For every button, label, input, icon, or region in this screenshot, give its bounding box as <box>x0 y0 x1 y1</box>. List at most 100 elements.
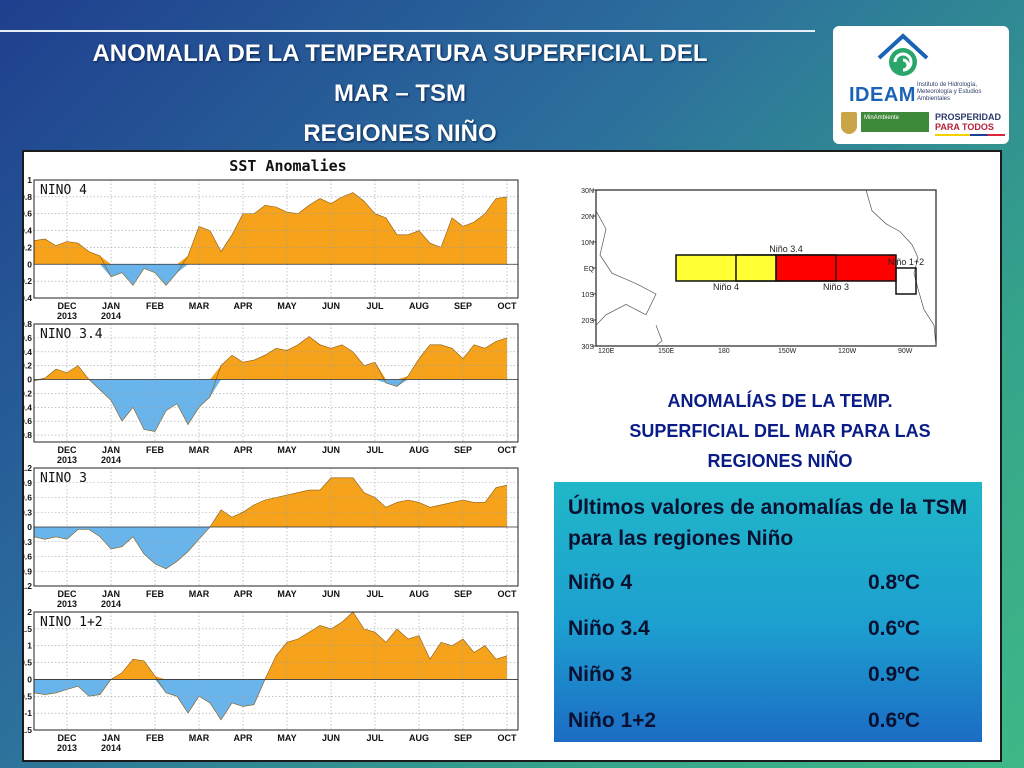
prosperidad-logo: PROSPERIDAD PARA TODOS <box>935 112 1005 132</box>
y-tick-label: 2 <box>27 607 32 617</box>
chart-title: SST Anomalies <box>229 157 346 175</box>
x-tick-label: FEB <box>146 589 165 599</box>
x-tick-label: JUL <box>366 733 384 743</box>
y-tick-label: -1.5 <box>24 725 32 735</box>
plot-frame <box>33 323 519 443</box>
anomaly-series-line <box>33 611 508 721</box>
x-tick-label: JAN <box>102 301 120 311</box>
region-label: Niño 4 <box>713 282 739 292</box>
negative-anomaly-area <box>34 527 507 569</box>
y-tick-label: -0.3 <box>24 537 32 547</box>
x-tick-label: OCT <box>498 589 518 599</box>
y-tick-label: -1 <box>24 708 32 718</box>
sst-anomalies-charts: SST Anomalies10.80.60.40.20-0.2-0.4DEC20… <box>24 157 519 753</box>
x-tick-label: DEC <box>57 445 77 455</box>
x-tick-label: JUN <box>322 733 340 743</box>
x-tick-label: MAY <box>277 589 296 599</box>
y-tick-label: -0.2 <box>24 388 32 398</box>
x-tick-label: SEP <box>454 589 472 599</box>
x-tick-label: SEP <box>454 733 472 743</box>
latest-values-heading: Últimos valores de anomalías de la TSM p… <box>568 496 968 550</box>
value-row-value: 0.6ºC <box>868 617 921 640</box>
y-tick-label: 0.6 <box>24 333 32 343</box>
negative-anomaly-area <box>34 679 507 720</box>
region-label: Niño 1+2 <box>888 257 924 267</box>
lat-label: 30S <box>582 344 595 351</box>
lat-label: 20N <box>581 214 594 221</box>
x-tick-year-label: 2014 <box>101 599 121 609</box>
y-tick-label: 0 <box>27 674 32 684</box>
x-tick-label: JUN <box>322 589 340 599</box>
latest-values-list: Niño 4 0.8ºC Niño 3.4 0.6ºC Niño 3 0.9ºC… <box>568 560 968 744</box>
value-row-value: 0.8ºC <box>868 571 921 594</box>
y-tick-label: 1.2 <box>24 463 32 473</box>
anomalies-title-line-2: SUPERFICIAL DEL MAR PARA LAS <box>629 421 931 441</box>
value-row-value: 0.6ºC <box>868 709 921 732</box>
ideam-subtitle: Instituto de Hidrología, Meteorología y … <box>917 82 982 102</box>
x-tick-year-label: 2014 <box>101 743 121 753</box>
x-tick-year-label: 2013 <box>57 455 77 465</box>
x-tick-label: SEP <box>454 301 472 311</box>
x-tick-label: MAY <box>277 733 296 743</box>
plot-frame <box>33 611 519 731</box>
y-tick-label: -0.4 <box>24 293 32 303</box>
latest-values-box: Últimos valores de anomalías de la TSM p… <box>554 482 982 742</box>
plot-frame <box>33 467 519 587</box>
minambiente-logo: MinAmbiente <box>861 112 929 132</box>
lon-label: 90W <box>898 348 913 354</box>
y-tick-label: 0.8 <box>24 319 32 329</box>
region-label: Niño 3 <box>823 282 849 292</box>
x-tick-label: JUN <box>322 301 340 311</box>
anomalies-title-line-3: REGIONES NIÑO <box>707 451 853 471</box>
anomalies-title-line-1: ANOMALÍAS DE LA TEMP. <box>667 391 893 411</box>
ideam-logo-icon <box>877 33 929 76</box>
lon-label: 150W <box>778 348 797 354</box>
plot-frame <box>33 179 519 299</box>
coastline-americas <box>865 189 937 347</box>
x-tick-label: JAN <box>102 445 120 455</box>
value-row-region: Niño 3.4 <box>568 617 650 640</box>
x-tick-label: APR <box>233 733 253 743</box>
region-outline <box>895 267 917 295</box>
x-tick-label: OCT <box>498 733 518 743</box>
y-tick-label: -0.5 <box>24 691 32 701</box>
panel-label: NINO 3.4 <box>40 327 103 342</box>
value-row-region: Niño 1+2 <box>568 709 657 732</box>
prosperidad-line-2: PARA TODOS <box>935 122 994 132</box>
x-tick-label: OCT <box>498 301 518 311</box>
negative-anomaly-area <box>34 379 507 432</box>
y-tick-label: 0 <box>27 522 32 532</box>
slide-title: ANOMALIA DE LA TEMPERATURA SUPERFICIAL D… <box>30 34 770 154</box>
x-tick-label: JAN <box>102 733 120 743</box>
value-row-region: Niño 3 <box>568 663 633 686</box>
y-tick-label: 0.9 <box>24 478 32 488</box>
x-tick-label: JAN <box>102 589 120 599</box>
x-tick-label: MAR <box>189 445 210 455</box>
ideam-wordmark: IDEAM <box>849 84 916 106</box>
x-tick-label: AUG <box>409 589 429 599</box>
x-tick-year-label: 2013 <box>57 743 77 753</box>
x-tick-label: FEB <box>146 733 165 743</box>
x-tick-label: MAR <box>189 301 210 311</box>
y-tick-label: -0.2 <box>24 276 32 286</box>
y-tick-label: 0.4 <box>24 347 32 357</box>
content-frame: SST Anomalies10.80.60.40.20-0.2-0.4DEC20… <box>22 150 1002 762</box>
anomaly-series-line <box>33 192 508 286</box>
y-tick-label: 1 <box>27 641 32 651</box>
y-tick-label: 0 <box>27 259 32 269</box>
panel-label: NINO 3 <box>40 471 87 486</box>
anomaly-series-line <box>33 477 508 570</box>
y-tick-label: -0.6 <box>24 552 32 562</box>
x-tick-label: SEP <box>454 445 472 455</box>
lon-label: 150E <box>658 348 675 354</box>
x-tick-year-label: 2013 <box>57 599 77 609</box>
chart-panel-1: SST Anomalies10.80.60.40.20-0.2-0.4DEC20… <box>24 157 519 321</box>
x-tick-label: DEC <box>57 589 77 599</box>
x-tick-year-label: 2014 <box>101 455 121 465</box>
x-tick-label: FEB <box>146 445 165 455</box>
lon-label: 180 <box>718 348 730 354</box>
lat-label: EQ <box>584 266 595 273</box>
x-tick-label: MAR <box>189 733 210 743</box>
